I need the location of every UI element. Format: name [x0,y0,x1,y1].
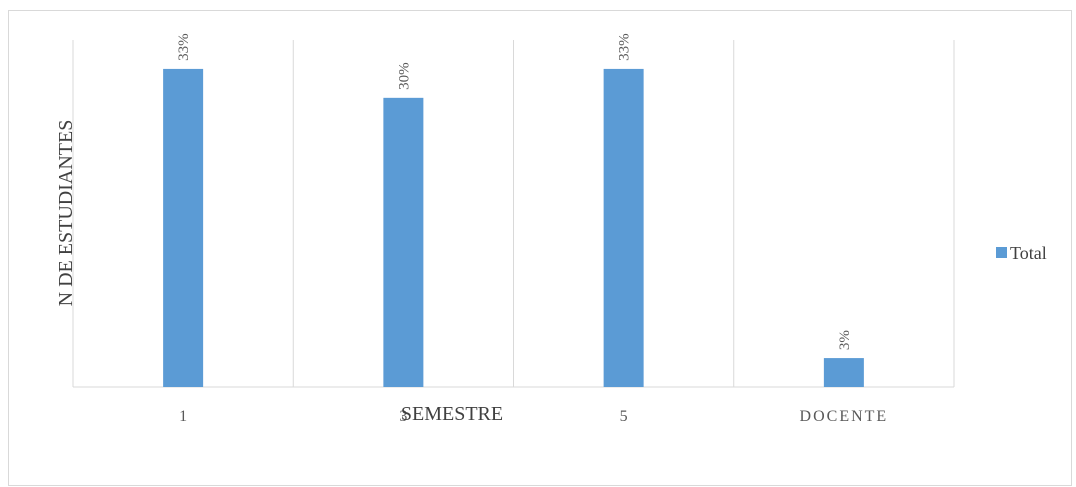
data-label: 33% [617,33,633,61]
x-tick-label: 1 [179,408,187,425]
data-label: 3% [837,330,853,350]
x-axis-title: SEMESTRE [401,403,503,425]
bar-5 [603,68,644,388]
legend-swatch [996,247,1007,258]
legend-label-total: Total [1010,243,1047,263]
x-tick-label: 3 [399,408,407,425]
grid-lines [72,40,955,387]
data-label: 30% [396,62,412,90]
bar-3 [383,97,424,387]
x-tick-label: 5 [620,408,628,425]
legend: Total [996,243,1047,263]
y-axis-title: N DE ESTUDIANTES [55,120,77,307]
data-labels: 33% 30% 33% 3% [176,33,853,350]
x-tick-labels: 1 3 5 DOCENTE [179,408,889,425]
bars [163,68,864,388]
x-tick-label: DOCENTE [800,408,889,425]
bar-1 [163,68,204,388]
data-label: 33% [176,33,192,61]
bar-docente [823,358,864,387]
